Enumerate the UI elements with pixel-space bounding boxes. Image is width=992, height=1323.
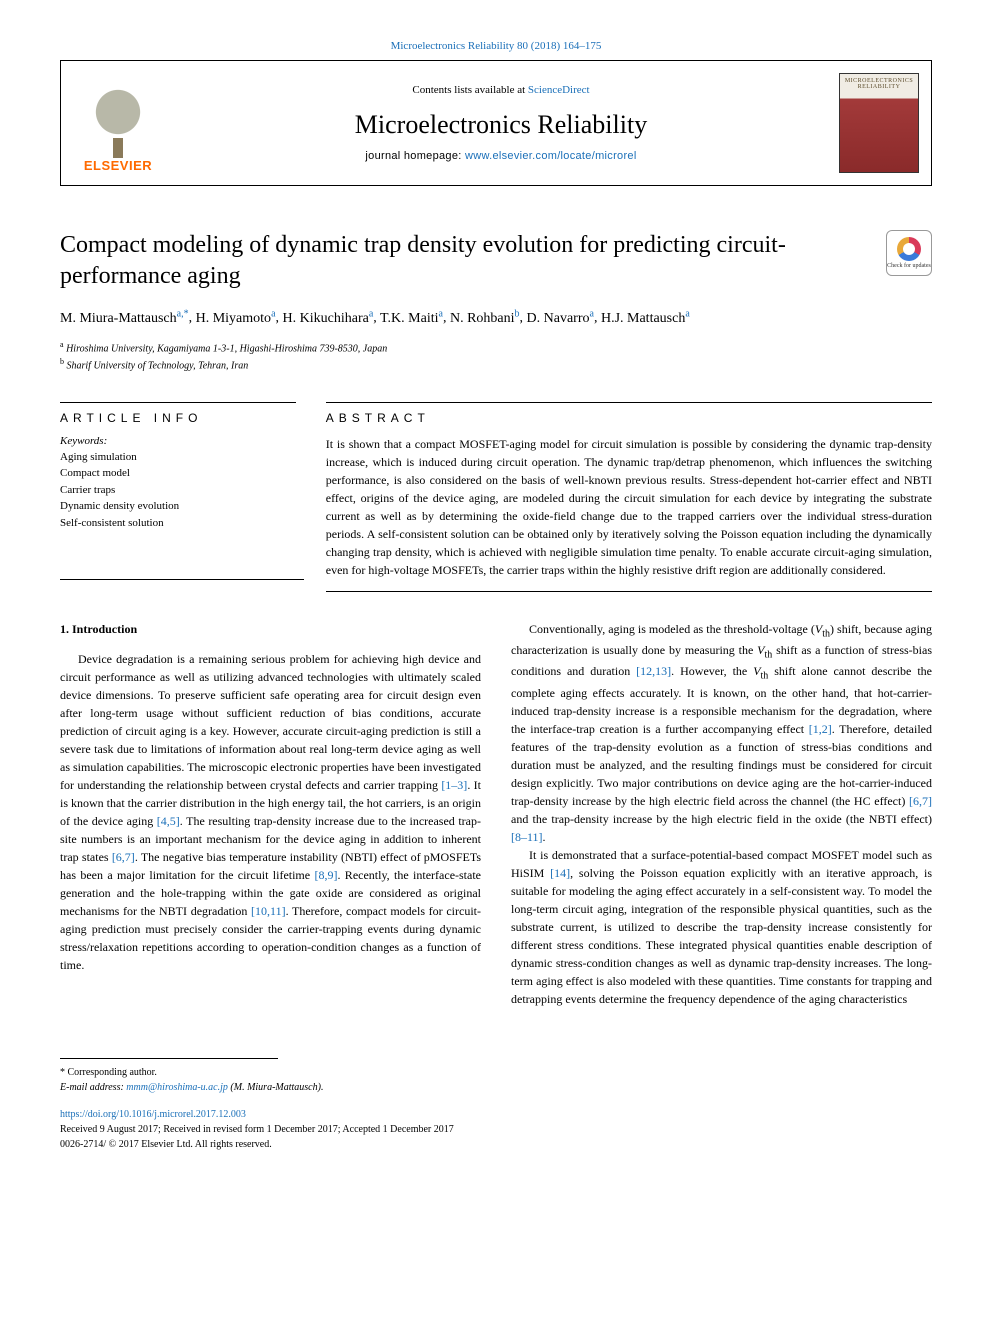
page-footer: * Corresponding author. E-mail address: … bbox=[60, 1058, 932, 1152]
abstract-text: It is shown that a compact MOSFET-aging … bbox=[326, 435, 932, 579]
top-citation-link[interactable]: Microelectronics Reliability 80 (2018) 1… bbox=[391, 40, 602, 52]
journal-cover-thumbnail: MICROELECTRONICS RELIABILITY bbox=[839, 73, 919, 173]
journal-title: Microelectronics Reliability bbox=[163, 110, 839, 140]
keyword: Carrier traps bbox=[60, 482, 296, 499]
check-for-updates-badge[interactable]: Check for updates bbox=[886, 230, 932, 276]
body-paragraph: Device degradation is a remaining seriou… bbox=[60, 650, 481, 974]
abstract-bottom-rule bbox=[326, 591, 932, 592]
author: H.J. Mattauscha bbox=[601, 311, 690, 326]
ref-link[interactable]: [8,9] bbox=[314, 868, 337, 882]
keywords-list: Aging simulation Compact model Carrier t… bbox=[60, 449, 296, 532]
author-affil-sup: a,* bbox=[177, 308, 189, 319]
affil-sup: b bbox=[60, 357, 64, 366]
ref-link[interactable]: [12,13] bbox=[636, 664, 671, 678]
section-heading-introduction: 1. Introduction bbox=[60, 620, 481, 638]
ref-link[interactable]: [14] bbox=[550, 866, 570, 880]
elsevier-tree-icon bbox=[83, 84, 153, 154]
email-link[interactable]: mmm@hiroshima-u.ac.jp bbox=[126, 1082, 228, 1093]
author-affil-sup: a bbox=[439, 308, 443, 319]
author: M. Miura-Mattauscha,* bbox=[60, 311, 189, 326]
ref-link[interactable]: [1–3] bbox=[441, 778, 467, 792]
ref-link[interactable]: [8–11] bbox=[511, 830, 543, 844]
contents-line: Contents lists available at ScienceDirec… bbox=[163, 84, 839, 96]
cover-title-line2: RELIABILITY bbox=[858, 84, 901, 90]
top-citation: Microelectronics Reliability 80 (2018) 1… bbox=[60, 40, 932, 52]
crossmark-icon bbox=[897, 237, 921, 261]
keyword: Aging simulation bbox=[60, 449, 296, 466]
updates-badge-text: Check for updates bbox=[887, 263, 931, 269]
body-column-right: Conventionally, aging is modeled as the … bbox=[511, 620, 932, 1008]
email-label: E-mail address: bbox=[60, 1082, 124, 1093]
copyright-line: 0026-2714/ © 2017 Elsevier Ltd. All righ… bbox=[60, 1137, 932, 1152]
keyword: Compact model bbox=[60, 465, 296, 482]
author-affil-sup: b bbox=[515, 308, 520, 319]
ref-link[interactable]: [1,2] bbox=[809, 722, 832, 736]
keywords-label: Keywords: bbox=[60, 435, 296, 447]
ref-link[interactable]: [6,7] bbox=[112, 850, 135, 864]
affil-sup: a bbox=[60, 340, 64, 349]
author-affil-sup: a bbox=[369, 308, 373, 319]
doi-link[interactable]: https://doi.org/10.1016/j.microrel.2017.… bbox=[60, 1109, 246, 1120]
keyword: Dynamic density evolution bbox=[60, 498, 296, 515]
journal-header: ELSEVIER Contents lists available at Sci… bbox=[60, 60, 932, 186]
sciencedirect-link[interactable]: ScienceDirect bbox=[528, 84, 590, 96]
corresponding-author: * Corresponding author. bbox=[60, 1065, 932, 1080]
homepage-prefix: journal homepage: bbox=[365, 150, 465, 162]
footnote-rule bbox=[60, 1058, 278, 1059]
author: N. Rohbanib bbox=[450, 311, 520, 326]
publisher-logo: ELSEVIER bbox=[73, 73, 163, 173]
author-affil-sup: a bbox=[685, 308, 689, 319]
keyword: Self-consistent solution bbox=[60, 515, 296, 532]
affil-text: Sharif University of Technology, Tehran,… bbox=[67, 361, 249, 372]
article-info-heading: ARTICLE INFO bbox=[60, 402, 296, 425]
ref-link[interactable]: [6,7] bbox=[909, 794, 932, 808]
affiliation: a Hiroshima University, Kagamiyama 1-3-1… bbox=[60, 339, 932, 356]
email-line: E-mail address: mmm@hiroshima-u.ac.jp (M… bbox=[60, 1080, 932, 1095]
author-affil-sup: a bbox=[271, 308, 275, 319]
affil-text: Hiroshima University, Kagamiyama 1-3-1, … bbox=[66, 343, 387, 354]
author: D. Navarroa bbox=[527, 311, 594, 326]
author: T.K. Maitia bbox=[380, 311, 443, 326]
body-column-left: 1. Introduction Device degradation is a … bbox=[60, 620, 481, 1008]
affiliation: b Sharif University of Technology, Tehra… bbox=[60, 356, 932, 373]
publisher-name: ELSEVIER bbox=[84, 158, 152, 173]
homepage-line: journal homepage: www.elsevier.com/locat… bbox=[163, 150, 839, 162]
ref-link[interactable]: [4,5] bbox=[157, 814, 180, 828]
ref-link[interactable]: [10,11] bbox=[251, 904, 286, 918]
author: H. Miyamotoa bbox=[196, 311, 276, 326]
affiliations: a Hiroshima University, Kagamiyama 1-3-1… bbox=[60, 339, 932, 374]
author: H. Kikuchiharaa bbox=[283, 311, 374, 326]
dates-line: Received 9 August 2017; Received in revi… bbox=[60, 1122, 932, 1137]
contents-prefix: Contents lists available at bbox=[412, 84, 527, 96]
body-paragraph: It is demonstrated that a surface-potent… bbox=[511, 846, 932, 1008]
article-title: Compact modeling of dynamic trap density… bbox=[60, 230, 866, 292]
body-paragraph: Conventionally, aging is modeled as the … bbox=[511, 620, 932, 846]
author-affil-sup: a bbox=[590, 308, 594, 319]
body-columns: 1. Introduction Device degradation is a … bbox=[60, 620, 932, 1008]
email-suffix: (M. Miura-Mattausch). bbox=[228, 1082, 324, 1093]
homepage-link[interactable]: www.elsevier.com/locate/microrel bbox=[465, 150, 637, 162]
abstract-heading: ABSTRACT bbox=[326, 402, 932, 425]
authors: M. Miura-Mattauscha,*, H. Miyamotoa, H. … bbox=[60, 306, 932, 329]
